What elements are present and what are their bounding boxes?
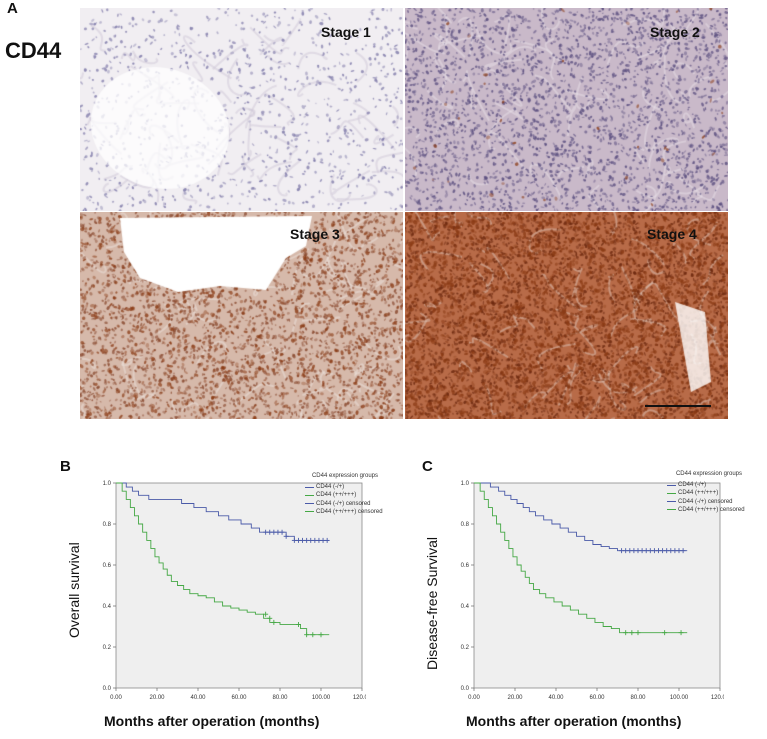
legend-title: CD44 expression groups (311, 473, 379, 479)
legend-entry-high-censored-label: CD44 (++/+++) censored (678, 506, 745, 513)
legend-entry-low-censored: CD44 (-/+) censored (667, 498, 751, 506)
micrograph-stage-3-canvas (80, 212, 403, 419)
legend-entry-low-label: CD44 (-/+) (678, 482, 707, 489)
legend-entry-high-label: CD44 (++/+++) (316, 492, 357, 499)
x-tick-label: 20.00 (507, 695, 523, 701)
legend-swatch-low (305, 486, 314, 488)
x-tick-label: 60.00 (231, 695, 247, 701)
legend-disease-free-survival: CD44 expression groups CD44 (-/+) CD44 (… (667, 470, 751, 514)
y-tick-label: 0.4 (103, 604, 112, 610)
scale-bar (645, 405, 711, 407)
legend-swatch-low (667, 484, 676, 486)
micrograph-stage-4: Stage 4 (405, 212, 728, 419)
y-tick-label: 0.8 (103, 522, 112, 528)
x-tick-label: 20.00 (149, 695, 165, 701)
legend-entry-low-censored-label: CD44 (-/+) censored (316, 500, 371, 507)
km-chart-disease-free-survival-svg: 0.0 0.2 0.4 0.6 0.8 1.0 0.00 20.00 40.00 60.00 80.… (461, 481, 730, 701)
y-tick-label: 0.0 (461, 686, 470, 692)
panel-a-letter: A (7, 0, 18, 17)
micrograph-stage-1-canvas (80, 8, 403, 211)
x-tick-label: 100.00 (670, 695, 689, 701)
legend-entry-high: CD44 (++/+++) (667, 489, 751, 497)
disease-free-survival-y-label: Disease-free Survival (424, 536, 440, 670)
y-tick-label: 0.4 (461, 604, 470, 610)
series-line-low (474, 482, 688, 552)
stage-4-label: Stage 4 (647, 226, 697, 242)
legend-overall-survival: CD44 expression groups CD44 (-/+) CD44 (… (305, 472, 385, 516)
x-tick-label: 100.00 (312, 695, 331, 701)
legend-entry-low: CD44 (-/+) (667, 481, 751, 489)
y-tick-label: 1.0 (103, 481, 112, 487)
plot-area (115, 482, 363, 689)
micrograph-stage-1: Stage 1 (80, 8, 403, 211)
x-tick-label: 80.00 (630, 695, 646, 701)
legend-entry-high-label: CD44 (++/+++) (678, 490, 719, 497)
micrograph-stage-2-canvas (405, 8, 728, 211)
x-tick-label: 120.00 (711, 695, 724, 701)
x-axis-label-b: Months after operation (months) (104, 713, 320, 729)
legend-entry-high-censored: CD44 (++/+++) censored (667, 506, 751, 514)
x-tick-label: 60.00 (589, 695, 605, 701)
legend-entry-high-censored-label: CD44 (++/+++) censored (316, 508, 383, 515)
y-tick-label: 0.2 (103, 645, 112, 651)
legend-entry-high-censored: CD44 (++/+++) censored (305, 508, 385, 516)
y-tick-label: 1.0 (461, 481, 470, 487)
x-tick-label: 40.00 (548, 695, 564, 701)
series-line-high (474, 482, 688, 634)
y-tick-label: 0.0 (103, 686, 112, 692)
x-axis-label-c: Months after operation (months) (466, 713, 682, 729)
x-tick-label: 80.00 (272, 695, 288, 701)
series-line-high (116, 482, 330, 636)
panel-b-letter: B (60, 458, 71, 475)
legend-swatch-high-censored (667, 509, 676, 511)
legend-entry-low-label: CD44 (-/+) (316, 484, 345, 491)
legend-swatch-high (305, 495, 314, 496)
x-tick-label: 0.00 (468, 695, 480, 701)
x-tick-label: 0.00 (110, 695, 122, 701)
stage-1-label: Stage 1 (321, 24, 371, 40)
legend-entry-high: CD44 (++/+++) (305, 491, 385, 499)
micrograph-stage-4-canvas (405, 212, 728, 419)
y-tick-label: 0.2 (461, 645, 470, 651)
x-tick-label: 40.00 (190, 695, 206, 701)
legend-swatch-high (667, 493, 676, 494)
legend-entry-low-censored-label: CD44 (-/+) censored (678, 498, 733, 505)
km-chart-overall-survival-svg: 0.0 0.2 0.4 0.6 0.8 1.0 0.00 20.00 40.00 60.00 80.… (103, 481, 372, 701)
plot-area (473, 482, 721, 689)
stage-2-label: Stage 2 (650, 24, 700, 40)
legend-entry-low-censored: CD44 (-/+) censored (305, 500, 385, 508)
panel-c-letter: C (422, 458, 433, 475)
legend-swatch-low-censored (305, 503, 314, 505)
legend-title: CD44 expression groups (675, 471, 743, 477)
km-chart-disease-free-survival: 0.0 0.2 0.4 0.6 0.8 1.0 0.00 20.00 40.00 60.00 80.… (444, 466, 730, 708)
micrograph-stage-2: Stage 2 (405, 8, 728, 211)
y-tick-label: 0.6 (461, 563, 470, 569)
stage-3-label: Stage 3 (290, 226, 340, 242)
legend-entry-low: CD44 (-/+) (305, 483, 385, 491)
y-tick-label: 0.8 (461, 522, 470, 528)
km-chart-overall-survival: 0.0 0.2 0.4 0.6 0.8 1.0 0.00 20.00 40.00 60.00 80.… (86, 466, 372, 708)
legend-swatch-low-censored (667, 501, 676, 503)
y-tick-label: 0.6 (103, 563, 112, 569)
x-tick-label: 120.00 (353, 695, 366, 701)
micrograph-stage-3: Stage 3 (80, 212, 403, 419)
cd44-marker-label: CD44 (5, 38, 62, 63)
legend-swatch-high-censored (305, 511, 314, 513)
overall-survival-y-label: Overall survival (66, 542, 82, 638)
